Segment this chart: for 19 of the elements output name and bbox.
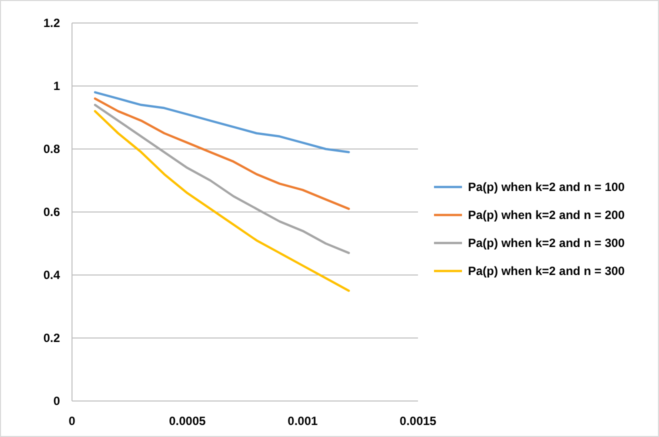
- legend-label: Pa(p) when k=2 and n = 300: [468, 264, 626, 278]
- y-tick-label: 0.8: [43, 142, 60, 156]
- legend-label: Pa(p) when k=2 and n = 100: [468, 180, 626, 194]
- y-tick-label: 0.4: [43, 268, 60, 282]
- legend-label: Pa(p) when k=2 and n = 200: [468, 208, 626, 222]
- line-series: [94, 91, 350, 154]
- line-series: [94, 110, 350, 292]
- legend-label: Pa(p) when k=2 and n = 300: [468, 236, 626, 250]
- y-tick-label: 0: [53, 394, 60, 408]
- x-tick-label: 0.001: [288, 414, 318, 428]
- x-tick-label: 0: [68, 414, 76, 428]
- x-tick-label: 0.0005: [168, 414, 206, 428]
- y-tick-label: 1: [53, 79, 60, 94]
- line-series: [94, 97, 350, 210]
- y-tick-label: 0.2: [43, 331, 60, 346]
- y-tick-label: 0.6: [43, 205, 60, 220]
- line-series: [94, 104, 350, 254]
- x-tick-label: 0.0015: [400, 414, 437, 428]
- y-tick-label: 1.2: [43, 16, 60, 30]
